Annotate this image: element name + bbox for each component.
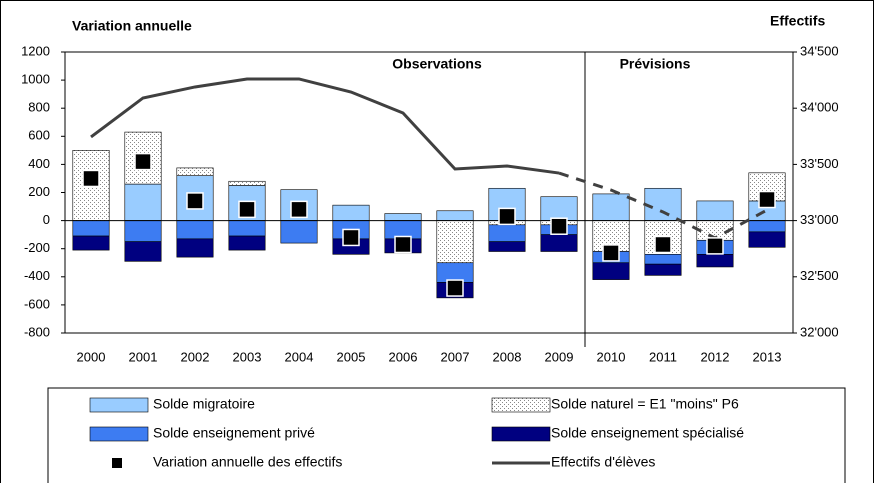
legend-box (47, 387, 846, 483)
legend-swatch (89, 397, 149, 413)
y-tick-label: 400 (28, 156, 50, 171)
bar-segment (124, 241, 162, 262)
annotation: Prévisions (620, 56, 691, 72)
bar-segment (332, 204, 370, 221)
plot-area (64, 51, 794, 334)
bar-segment (748, 220, 786, 233)
bar-segment (540, 196, 578, 221)
y-tick-label: 800 (28, 100, 50, 115)
y-tick-label: 1200 (21, 43, 50, 58)
x-tick-label: 2001 (129, 349, 158, 364)
chart-title: Variation annuelle (72, 18, 192, 34)
marker (446, 279, 464, 297)
bar-segment (696, 200, 734, 221)
y2-tick-label: 33'500 (800, 156, 839, 171)
y2-title: Effectifs (770, 13, 825, 29)
x-tick-label: 2006 (389, 349, 418, 364)
legend-label: Effectifs d'élèves (551, 454, 655, 470)
bar-segment (644, 254, 682, 265)
bar-segment (72, 220, 110, 237)
x-tick-label: 2009 (545, 349, 574, 364)
marker (654, 235, 672, 254)
bar-segment (384, 213, 422, 221)
y-tick-label: -600 (24, 296, 50, 311)
bar-segment (436, 210, 474, 221)
marker (238, 200, 256, 219)
y2-tick-label: 32'000 (800, 324, 839, 339)
bar-segment (592, 262, 630, 280)
bar-segment (176, 220, 214, 240)
legend-swatch (491, 426, 551, 442)
bar-segment (488, 241, 526, 252)
x-tick-label: 2013 (753, 349, 782, 364)
bar-segment (176, 167, 214, 176)
marker (498, 207, 516, 226)
line (90, 77, 560, 175)
x-tick-label: 2002 (181, 349, 210, 364)
marker (706, 237, 724, 255)
bar-segment (436, 220, 474, 264)
x-tick-label: 2000 (77, 349, 106, 364)
x-tick-label: 2003 (233, 349, 262, 364)
y-tick-label: -200 (24, 240, 50, 255)
y2-tick-label: 34'000 (800, 100, 839, 115)
bar-segment (228, 180, 266, 186)
bar-segment (488, 224, 526, 242)
y2-tick-label: 32'500 (800, 268, 839, 283)
bar-segment (280, 220, 318, 244)
bar-segment (748, 231, 786, 248)
y2-tick-label: 34'500 (800, 43, 839, 58)
marker (394, 235, 412, 254)
bar-segment (124, 183, 162, 221)
bar-segment (124, 220, 162, 242)
legend-label: Solde enseignement privé (153, 425, 315, 441)
marker (82, 169, 100, 188)
bar-segment (72, 235, 110, 251)
x-tick-label: 2004 (285, 349, 314, 364)
bar-segment (644, 187, 682, 221)
legend-swatch (89, 426, 149, 442)
x-tick-label: 2010 (597, 349, 626, 364)
y-tick-label: -400 (24, 268, 50, 283)
bar-segment (540, 234, 578, 252)
x-tick-label: 2005 (337, 349, 366, 364)
marker (342, 228, 360, 247)
bar-segment (176, 238, 214, 258)
marker (602, 244, 620, 262)
annotation: Observations (392, 56, 482, 72)
legend-label: Solde naturel = E1 "moins" P6 (551, 396, 739, 412)
legend-label: Solde enseignement spécialisé (551, 425, 744, 441)
bar-segment (644, 263, 682, 276)
legend-swatch (112, 458, 122, 468)
line (558, 171, 768, 240)
bar-segment (696, 254, 734, 268)
x-tick-label: 2011 (649, 349, 677, 364)
y-tick-label: -800 (24, 324, 50, 339)
legend-swatch (491, 397, 551, 413)
marker (758, 190, 776, 209)
y-tick-label: 0 (43, 212, 50, 227)
bar-segment (228, 220, 266, 237)
marker (290, 200, 308, 219)
y-tick-label: 1000 (21, 72, 50, 87)
legend-label: Solde migratoire (153, 396, 255, 412)
marker (186, 192, 204, 210)
marker (134, 152, 152, 171)
x-tick-label: 2008 (493, 349, 522, 364)
marker (550, 217, 568, 235)
y2-tick-label: 33'000 (800, 212, 839, 227)
x-tick-label: 2007 (441, 349, 470, 364)
legend-label: Variation annuelle des effectifs (153, 454, 342, 470)
y-tick-label: 200 (28, 184, 50, 199)
bar-segment (228, 235, 266, 251)
y-tick-label: 600 (28, 128, 50, 143)
bar-segment (592, 193, 630, 221)
x-tick-label: 2012 (701, 349, 730, 364)
